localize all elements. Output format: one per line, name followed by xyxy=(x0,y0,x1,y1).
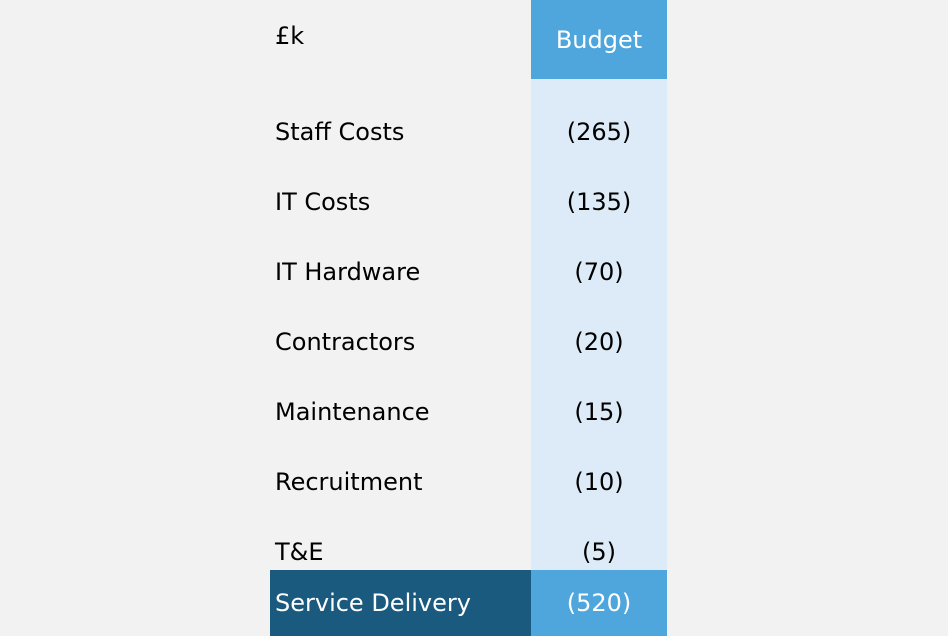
table-row: T&E (5) xyxy=(270,517,667,587)
total-label: Service Delivery xyxy=(270,570,531,636)
budget-column-header: Budget xyxy=(531,0,667,79)
row-label: IT Hardware xyxy=(275,258,421,286)
row-value: (20) xyxy=(574,328,624,356)
row-label: Recruitment xyxy=(275,468,423,496)
row-value: (70) xyxy=(574,258,624,286)
budget-column-background xyxy=(531,0,667,636)
row-label: T&E xyxy=(275,538,324,566)
row-value: (10) xyxy=(574,468,624,496)
row-label: IT Costs xyxy=(275,188,371,216)
row-value: (265) xyxy=(566,118,632,146)
row-label: Maintenance xyxy=(275,398,430,426)
row-label: Staff Costs xyxy=(275,118,405,146)
total-value: (520) xyxy=(531,570,667,636)
total-row: Service Delivery (520) xyxy=(270,570,667,636)
row-label: Contractors xyxy=(275,328,416,356)
table-row: Maintenance (15) xyxy=(270,377,667,447)
table-row: Contractors (20) xyxy=(270,307,667,377)
table-row: Recruitment (10) xyxy=(270,447,667,517)
row-value: (15) xyxy=(574,398,624,426)
row-value: (5) xyxy=(582,538,616,566)
table-row: IT Costs (135) xyxy=(270,167,667,237)
row-value: (135) xyxy=(566,188,632,216)
table-row: IT Hardware (70) xyxy=(270,237,667,307)
unit-label: £k xyxy=(275,22,305,50)
table-row: Staff Costs (265) xyxy=(270,97,667,167)
